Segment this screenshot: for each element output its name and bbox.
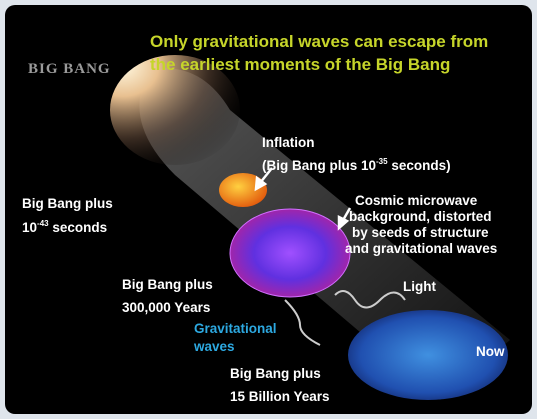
- text-part: 10: [22, 220, 37, 235]
- text-part: seconds: [49, 220, 108, 235]
- text-part: -43: [37, 219, 49, 228]
- label: Big Bang plus: [230, 366, 321, 381]
- label: Light: [403, 279, 436, 294]
- title: Only gravitational waves can escape from: [150, 32, 488, 51]
- text-part: -35: [376, 157, 388, 166]
- label: 15 Billion Years: [230, 389, 330, 404]
- label: and gravitational waves: [345, 241, 497, 256]
- title: the earliest moments of the Big Bang: [150, 55, 450, 74]
- label: 300,000 Years: [122, 300, 210, 315]
- label: Big Bang plus: [122, 277, 213, 292]
- label: (Big Bang plus 10-35 seconds): [262, 157, 451, 173]
- text-part: (Big Bang plus 10: [262, 158, 376, 173]
- label: 10-43 seconds: [22, 219, 107, 235]
- label: Now: [476, 344, 505, 359]
- cmb-disk: [230, 209, 350, 297]
- text-part: seconds): [388, 158, 451, 173]
- label: Inflation: [262, 135, 315, 150]
- diagram: BIG BANG Only gravitational waves can es…: [0, 0, 537, 419]
- label: Gravitational: [194, 321, 277, 336]
- label: waves: [193, 339, 235, 354]
- label: Big Bang plus: [22, 196, 113, 211]
- logo: BIG BANG: [28, 61, 111, 77]
- label: by seeds of structure: [352, 225, 489, 240]
- label: Cosmic microwave: [355, 193, 478, 208]
- label: background, distorted: [349, 209, 492, 224]
- inflation-disk: [219, 173, 267, 207]
